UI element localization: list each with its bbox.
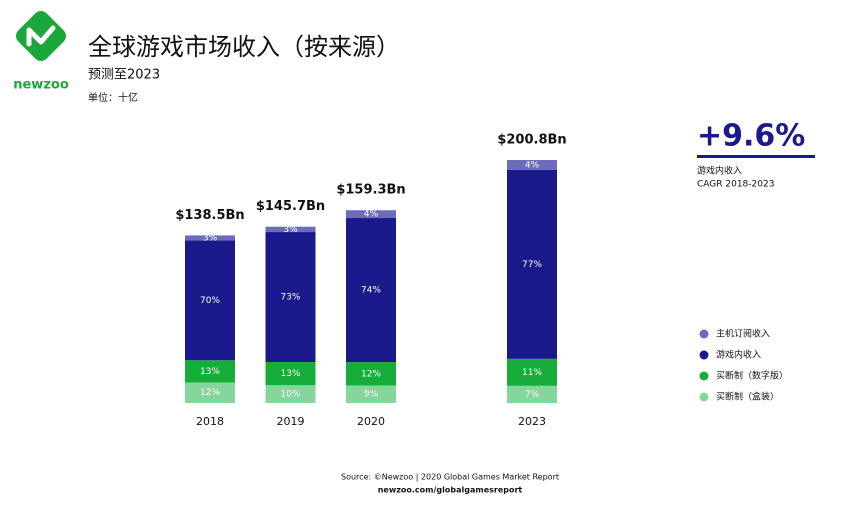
bar-segment [185, 360, 235, 383]
kpi-caption: CAGR 2018-2023 [697, 180, 774, 190]
source: Source: ©Newzoo | 2020 Global Games Mark… [341, 473, 559, 482]
value-label: 4% [525, 160, 540, 170]
legend-label: 游戏内收入 [716, 349, 761, 361]
bar-segment [265, 385, 316, 403]
value-label: 4% [364, 210, 379, 220]
bar-segment [185, 382, 235, 403]
legend-label: 主机订阅收入 [716, 328, 770, 340]
bar-segment [507, 358, 557, 386]
source-url: newzoo.com/globalgamesreport [378, 486, 523, 495]
logo-mark [16, 11, 66, 61]
bar-segment [507, 169, 557, 359]
bar-segment [507, 385, 557, 403]
value-label: 74% [361, 286, 381, 296]
legend-swatch [699, 371, 709, 381]
value-label: 3% [283, 225, 298, 235]
bar-segment [265, 226, 316, 233]
bar-segment [346, 210, 396, 219]
bar-segment [185, 240, 235, 361]
value-label: 13% [200, 367, 220, 377]
value-label: 13% [280, 369, 300, 379]
unit-label: 单位：十亿 [88, 91, 138, 104]
bar-segment [265, 362, 316, 386]
value-label: 12% [200, 388, 220, 398]
kpi-value: +9.6% [697, 119, 805, 154]
value-label: 11% [522, 368, 542, 378]
kpi-caption: 游戏内收入 [697, 165, 742, 177]
bar-segment [346, 362, 396, 386]
legend-swatch [699, 350, 709, 360]
logo-text: newzoo [13, 78, 69, 93]
legend-swatch [699, 329, 709, 339]
value-label: 77% [522, 260, 542, 270]
chart-title: 全球游戏市场收入（按来源） [88, 33, 400, 61]
bar-segment [346, 218, 396, 363]
kpi-underline [697, 155, 815, 158]
total-label: $145.7Bn [256, 199, 325, 214]
bar-segment [185, 235, 235, 241]
legend-label: 买断制（数字版） [716, 370, 788, 382]
value-label: 70% [200, 296, 220, 306]
total-label: $138.5Bn [175, 208, 244, 223]
bar-segment [346, 385, 396, 403]
value-label: 9% [364, 390, 379, 400]
total-label: $200.8Bn [497, 133, 566, 148]
value-label: 10% [280, 390, 300, 400]
bar-segment [265, 232, 316, 363]
x-tick-label: 2018 [196, 415, 224, 428]
x-tick-label: 2020 [357, 415, 385, 428]
chart-subtitle: 预测至2023 [88, 68, 160, 83]
x-tick-label: 2023 [518, 415, 546, 428]
legend-swatch [699, 392, 709, 402]
value-label: 7% [525, 390, 540, 400]
total-label: $159.3Bn [336, 183, 405, 198]
bar-segment [507, 160, 557, 170]
legend-label: 买断制（盒装） [716, 391, 779, 403]
value-label: 3% [203, 233, 218, 243]
value-label: 12% [361, 369, 381, 379]
x-tick-label: 2019 [277, 415, 305, 428]
value-label: 73% [280, 293, 300, 303]
